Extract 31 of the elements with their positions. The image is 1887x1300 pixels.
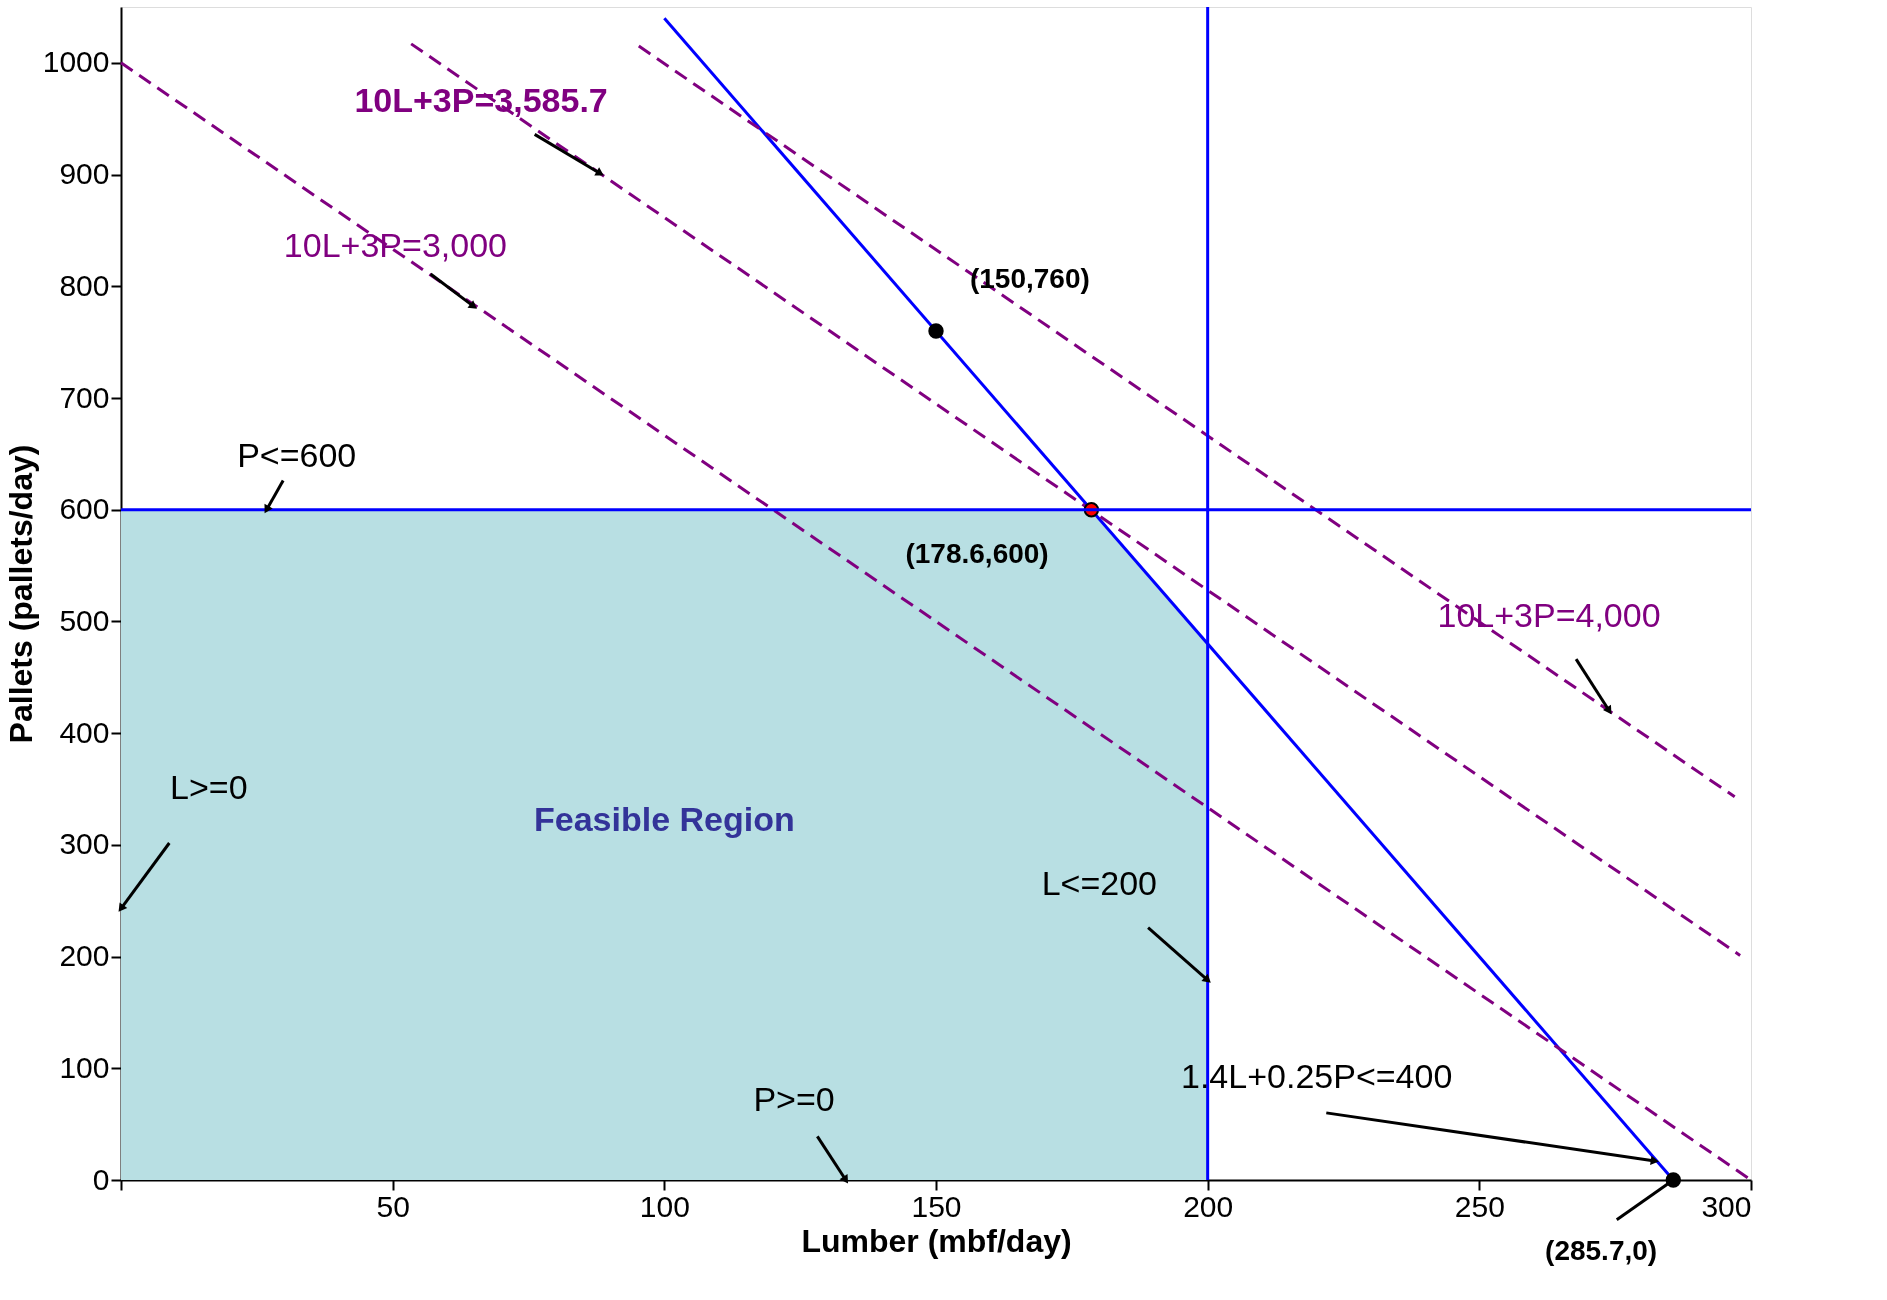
annotation: P<=600	[237, 435, 357, 474]
x-tick-label: 100	[639, 1189, 690, 1223]
y-tick-label: 800	[59, 268, 110, 302]
annotation: (150,760)	[969, 263, 1090, 295]
y-tick-label: 900	[59, 157, 110, 191]
annotation: P>=0	[753, 1079, 835, 1118]
y-tick-label: 0	[92, 1162, 110, 1196]
annotation: (178.6,600)	[905, 538, 1049, 570]
y-tick-label: 700	[59, 380, 110, 414]
x-axis-title: Lumber (mbf/day)	[801, 1222, 1072, 1259]
x-tick-label: 200	[1183, 1189, 1234, 1223]
x-tick-label: 50	[376, 1189, 410, 1223]
series-label: Feasible Region	[533, 800, 795, 839]
y-tick-label: 1000	[42, 45, 110, 79]
annotation: L<=200	[1041, 863, 1158, 902]
y-tick-label: 200	[59, 939, 110, 973]
annotation: 10L+3P=4,000	[1437, 595, 1661, 634]
x-tick-label: 250	[1454, 1189, 1505, 1223]
y-tick-label: 400	[59, 715, 110, 749]
annotation: 10L+3P=3,585.7	[354, 81, 608, 120]
x-tick-label: 150	[911, 1189, 962, 1223]
annotation: L>=0	[170, 768, 248, 807]
y-tick-label: 500	[59, 603, 110, 637]
x-tick-label: 300	[1701, 1189, 1752, 1223]
annotation: (285.7,0)	[1545, 1235, 1658, 1267]
y-axis-title: Pallets (pallets/day)	[2, 444, 39, 744]
y-tick-label: 600	[59, 492, 110, 526]
point	[928, 323, 944, 339]
y-tick-label: 100	[59, 1050, 110, 1084]
annotation: 10L+3P=3,000	[283, 226, 507, 265]
y-tick-label: 300	[59, 827, 110, 861]
